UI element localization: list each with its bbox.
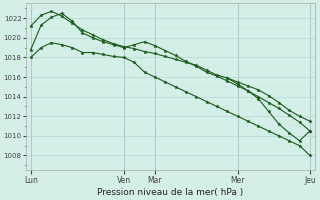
X-axis label: Pression niveau de la mer( hPa ): Pression niveau de la mer( hPa ) bbox=[97, 188, 244, 197]
